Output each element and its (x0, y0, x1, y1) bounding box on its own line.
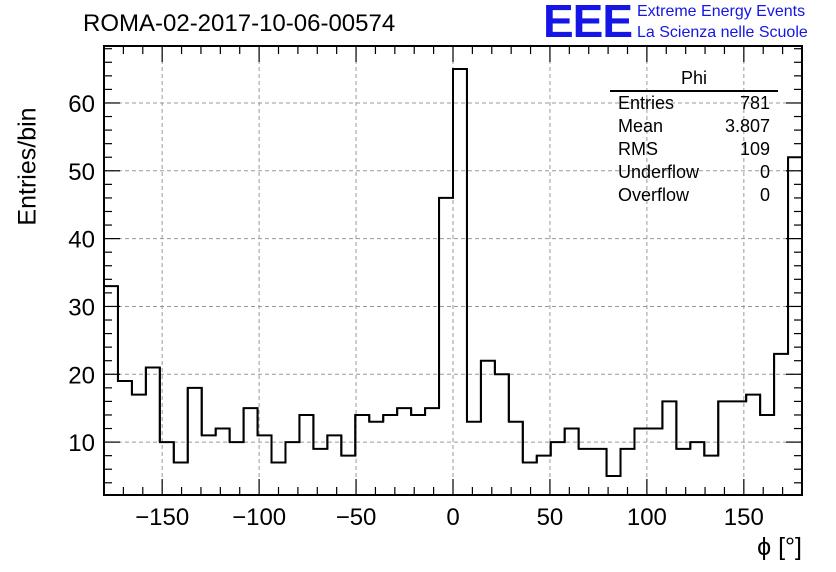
plot-title: ROMA-02-2017-10-06-00574 (83, 10, 396, 37)
stats-label: Overflow (618, 185, 690, 205)
y-tick-label: 60 (68, 91, 95, 118)
stats-value: 3.807 (724, 116, 770, 136)
stats-box: Phi Entries 781 Mean 3.807 RMS 109 Under… (610, 68, 778, 207)
y-tick-label: 50 (68, 159, 95, 186)
stats-label: Entries (618, 93, 675, 113)
logo-caption-line1: Extreme Energy Events (637, 3, 806, 20)
stats-row-mean: Mean 3.807 (610, 115, 778, 138)
stats-row-overflow: Overflow 0 (610, 184, 778, 207)
logo-caption-line2: La Scienza nelle Scuole (637, 24, 808, 41)
stats-label: Mean (618, 116, 664, 136)
y-axis-label: Entries/bin (13, 107, 42, 226)
stats-title: Phi (610, 68, 778, 92)
stats-row-entries: Entries 781 (610, 92, 778, 115)
stats-value: 0 (759, 185, 770, 205)
x-tick-label: 100 (627, 504, 667, 531)
stats-value: 781 (739, 93, 770, 113)
y-tick-label: 10 (68, 430, 95, 457)
x-tick-label: 50 (537, 504, 564, 531)
stats-value: 0 (759, 162, 770, 182)
x-tick-label: −150 (135, 504, 189, 531)
x-tick-label: 0 (446, 504, 459, 531)
x-tick-label: −100 (232, 504, 286, 531)
x-tick-label: −50 (336, 504, 377, 531)
stats-label: RMS (618, 139, 658, 159)
y-tick-label: 30 (68, 294, 95, 321)
x-axis-label: ϕ [°] (757, 533, 802, 561)
stats-value: 109 (739, 139, 770, 159)
stats-row-rms: RMS 109 (610, 138, 778, 161)
stats-label: Underflow (618, 162, 700, 182)
stats-row-underflow: Underflow 0 (610, 161, 778, 184)
eee-logo: EEE (543, 0, 633, 47)
y-axis-label-container: Entries/bin (8, 42, 42, 225)
y-tick-label: 20 (68, 362, 95, 389)
x-tick-label: 150 (724, 504, 764, 531)
y-tick-label: 40 (68, 227, 95, 254)
